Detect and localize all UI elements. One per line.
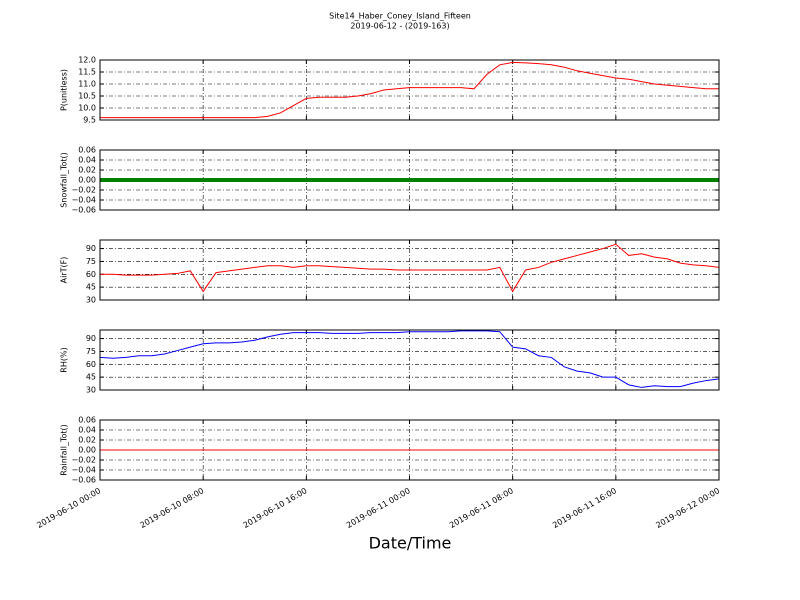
- y-tick-label: 0.00: [78, 176, 96, 185]
- y-tick-label: −0.06: [71, 476, 96, 485]
- y-tick-label: 45: [86, 283, 96, 292]
- x-tick-label: 2019-06-10 08:00: [138, 486, 205, 530]
- y-tick-label: 0.04: [78, 426, 96, 435]
- y-tick-label: 11.0: [78, 80, 96, 89]
- data-line: [100, 243, 719, 293]
- y-tick-label: 75: [86, 257, 96, 266]
- x-tick-label: 2019-06-11 00:00: [345, 486, 412, 530]
- y-tick-label: 0.02: [78, 436, 96, 445]
- y-axis-label: Snowfall_Tot(): [60, 152, 69, 208]
- chart-title: Site14_Haber_Coney_Island_Fifteen: [329, 12, 471, 21]
- data-line: [100, 61, 719, 119]
- plot-frame: [99, 329, 720, 391]
- plot-frame: [99, 59, 720, 121]
- y-tick-label: 60: [86, 360, 96, 369]
- y-tick-label: 0.02: [78, 166, 96, 175]
- y-tick-label: 90: [86, 244, 96, 253]
- y-axis-label: P(unitless): [60, 69, 69, 111]
- y-tick-label: 45: [86, 373, 96, 382]
- y-axis-label: RH(%): [60, 347, 69, 372]
- x-tick-label: 2019-06-11 08:00: [448, 486, 515, 530]
- x-tick-label: 2019-06-10 00:00: [35, 486, 102, 530]
- plot-frame: [99, 149, 720, 211]
- y-tick-label: 30: [86, 386, 96, 395]
- y-tick-label: −0.02: [71, 186, 96, 195]
- y-tick-label: −0.04: [71, 466, 96, 475]
- x-tick-label: 2019-06-10 16:00: [242, 486, 309, 530]
- y-tick-label: 0.06: [78, 146, 96, 155]
- y-tick-label: 30: [86, 296, 96, 305]
- y-tick-label: 11.5: [78, 68, 96, 77]
- x-axis-label: Date/Time: [369, 534, 452, 553]
- y-tick-label: 0.04: [78, 156, 96, 165]
- y-tick-label: 75: [86, 347, 96, 356]
- y-tick-label: 10.0: [78, 104, 96, 113]
- y-tick-label: 60: [86, 270, 96, 279]
- y-axis-label: Rainfall_Tot(): [60, 424, 69, 476]
- y-tick-label: 0.06: [78, 416, 96, 425]
- y-tick-label: 90: [86, 334, 96, 343]
- plot-frame: [99, 239, 720, 301]
- y-tick-label: 9.5: [83, 116, 96, 125]
- y-tick-label: 12.0: [78, 56, 96, 65]
- chart-subtitle: 2019-06-12 - (2019-163): [350, 22, 449, 31]
- y-axis-label: AirT(F): [60, 257, 69, 284]
- y-tick-label: −0.04: [71, 196, 96, 205]
- x-tick-label: 2019-06-11 16:00: [551, 486, 618, 530]
- y-tick-label: 0.00: [78, 446, 96, 455]
- y-tick-label: −0.06: [71, 206, 96, 215]
- x-tick-label: 2019-06-12 00:00: [654, 486, 721, 530]
- y-tick-label: 10.5: [78, 92, 96, 101]
- plot-frame: [99, 419, 720, 481]
- data-line: [100, 330, 719, 388]
- y-tick-label: −0.02: [71, 456, 96, 465]
